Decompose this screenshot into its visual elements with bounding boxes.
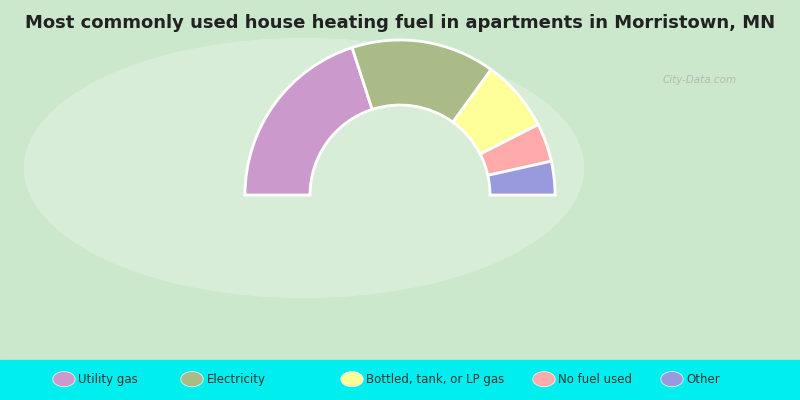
Text: Other: Other [686,373,720,386]
Text: Electricity: Electricity [206,373,266,386]
Wedge shape [453,70,538,154]
Wedge shape [488,161,555,195]
Ellipse shape [53,372,75,387]
Wedge shape [245,48,372,195]
Text: Most commonly used house heating fuel in apartments in Morristown, MN: Most commonly used house heating fuel in… [25,14,775,32]
Text: Bottled, tank, or LP gas: Bottled, tank, or LP gas [366,373,505,386]
Text: City-Data.com: City-Data.com [663,75,737,85]
Text: No fuel used: No fuel used [558,373,633,386]
Ellipse shape [533,372,555,387]
Wedge shape [480,125,551,175]
Ellipse shape [181,372,203,387]
Ellipse shape [661,372,683,387]
Ellipse shape [341,372,363,387]
Bar [0,360,800,400]
Text: Utility gas: Utility gas [78,373,138,386]
Ellipse shape [24,38,584,298]
Wedge shape [352,40,491,122]
